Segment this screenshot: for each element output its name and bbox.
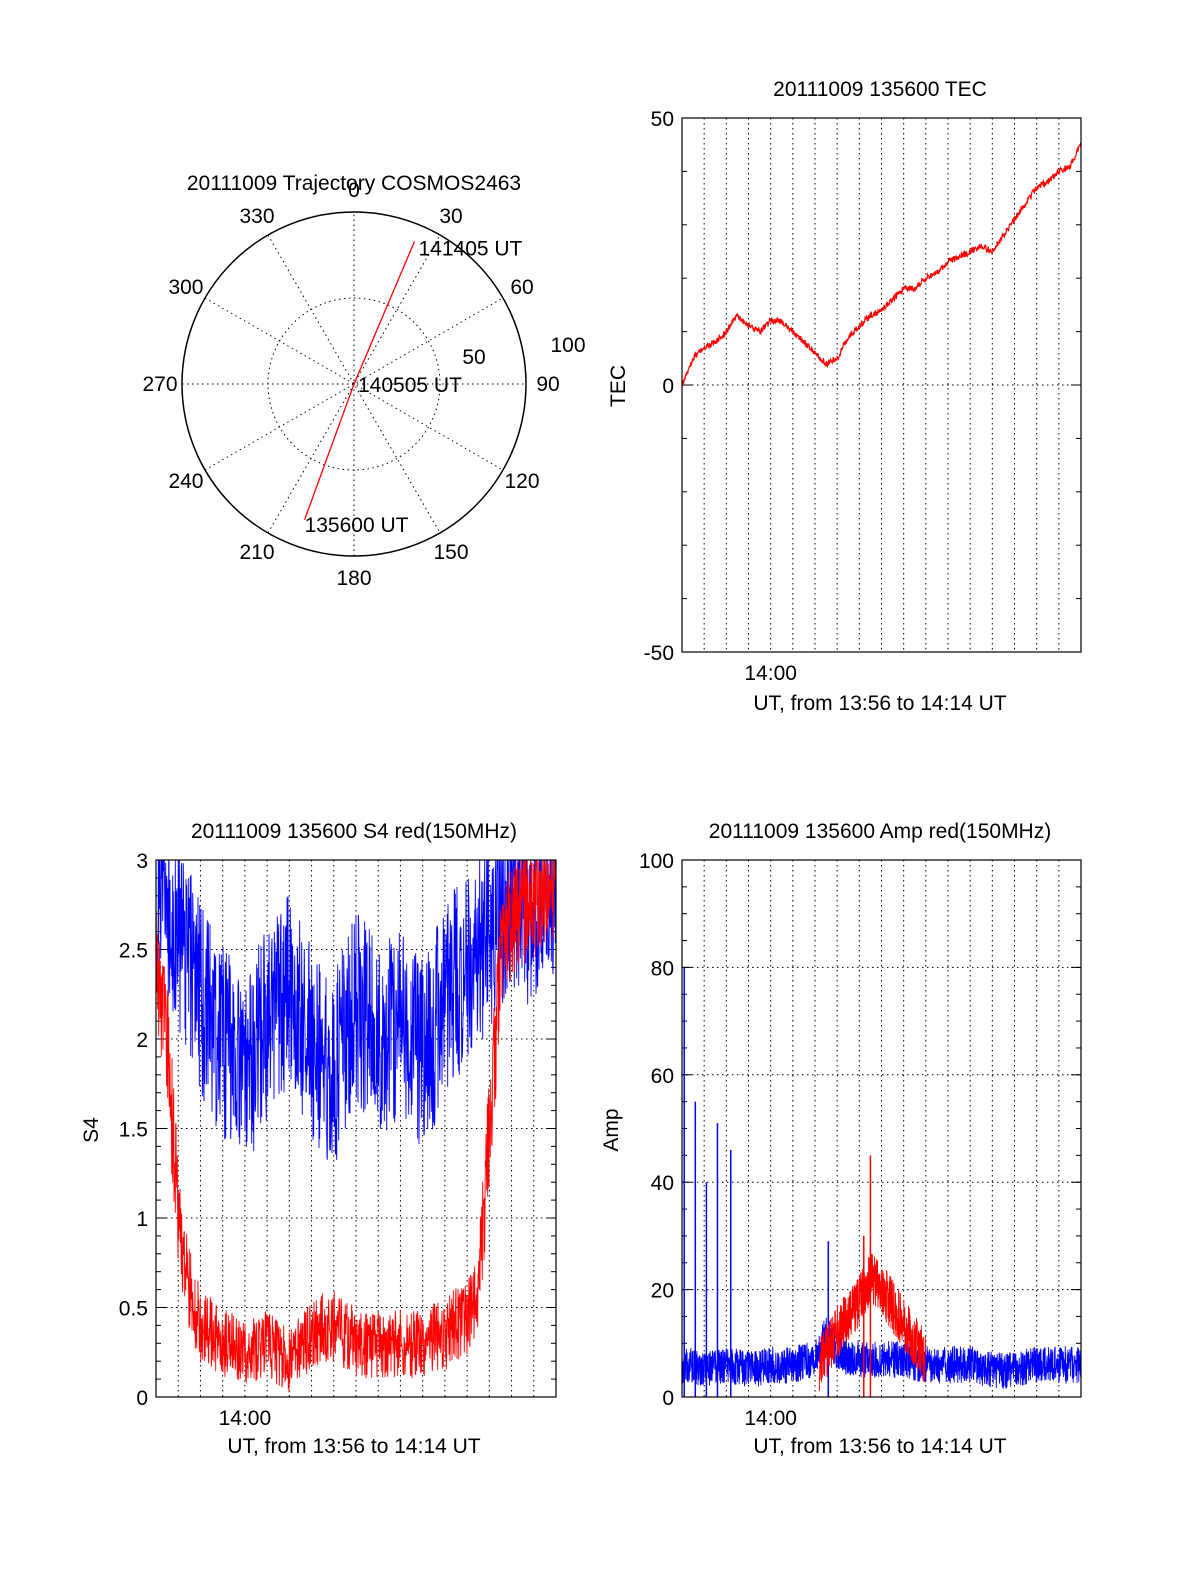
- polar-grid-circle: [267, 297, 441, 471]
- series-line: [155, 859, 557, 1393]
- amp-chart: 20111009 135600 Amp red(150MHz) UT, from…: [600, 820, 1082, 1458]
- y-tick-label: 20: [651, 1280, 674, 1303]
- polar-trajectory-series: 135600 UT 140505 UT 141405 UT: [303, 238, 523, 537]
- polar-trajectory-line: [303, 241, 416, 520]
- x-tick-label: 14:00: [744, 1407, 797, 1430]
- polar-title: 20111009 Trajectory COSMOS2463: [187, 172, 521, 195]
- tec-chart: 20111009 135600 TEC UT, from 13:56 to 14…: [607, 78, 1082, 715]
- y-tick-label: 40: [651, 1172, 674, 1195]
- series-line: [681, 141, 1082, 389]
- y-tick-label: 0: [136, 1387, 148, 1410]
- polar-azimuth-label: 240: [168, 470, 203, 493]
- y-tick-label: 1: [136, 1208, 148, 1231]
- plot-frame: [681, 859, 1082, 1398]
- s4-title: 20111009 135600 S4 red(150MHz): [191, 820, 517, 843]
- y-tick-label: 60: [651, 1065, 674, 1088]
- y-tick-label: 1.5: [119, 1119, 148, 1142]
- y-tick-label: 2.5: [119, 940, 148, 963]
- y-tick-label: 2: [136, 1029, 148, 1052]
- polar-azimuth-label: 30: [439, 205, 462, 228]
- polar-azimuth-label: 180: [336, 567, 371, 590]
- polar-radial-labels: 50 100: [462, 334, 585, 369]
- tec-title: 20111009 135600 TEC: [773, 78, 987, 101]
- polar-radial-label: 100: [550, 334, 585, 357]
- polar-azimuth-label: 0: [348, 179, 360, 202]
- y-tick-label: 0.5: [119, 1298, 148, 1321]
- series-line: [155, 859, 557, 1161]
- polar-time-label: 141405 UT: [418, 238, 522, 261]
- polar-azimuth-label: 330: [239, 205, 274, 228]
- y-tick-label: 100: [639, 850, 674, 873]
- tec-ylabel: TEC: [607, 365, 630, 407]
- polar-azimuth-labels: 0 30 60 90 120 150 180 210 240 270 300 330: [142, 179, 559, 590]
- polar-azimuth-label: 60: [510, 276, 533, 299]
- polar-radial-label: 50: [462, 346, 485, 369]
- x-tick-label: 14:00: [744, 662, 797, 685]
- polar-azimuth-label: 300: [168, 276, 203, 299]
- polar-time-label: 140505 UT: [358, 374, 462, 397]
- polar-azimuth-label: 270: [142, 373, 177, 396]
- polar-azimuth-label: 90: [536, 373, 559, 396]
- y-tick-label: 80: [651, 957, 674, 980]
- tec-xlabel: UT, from 13:56 to 14:14 UT: [753, 692, 1006, 715]
- plot-frame: [681, 117, 1082, 653]
- y-tick-label: 3: [136, 850, 148, 873]
- series-line: [818, 1252, 927, 1392]
- amp-title: 20111009 135600 Amp red(150MHz): [709, 820, 1051, 843]
- y-tick-label: 0: [662, 1387, 674, 1410]
- polar-time-label: 135600 UT: [305, 514, 409, 537]
- polar-azimuth-label: 150: [433, 541, 468, 564]
- polar-grid: [181, 211, 527, 557]
- y-tick-label: 50: [651, 108, 674, 131]
- s4-xlabel: UT, from 13:56 to 14:14 UT: [227, 1435, 480, 1458]
- y-tick-label: 0: [662, 375, 674, 398]
- trajectory-polar-plot: 20111009 Trajectory COSMOS2463 0 30 60 90 12…: [142, 172, 585, 590]
- amp-ylabel: Amp: [600, 1108, 623, 1151]
- x-tick-label: 14:00: [219, 1407, 272, 1430]
- y-tick-label: -50: [644, 642, 674, 665]
- amp-xlabel: UT, from 13:56 to 14:14 UT: [753, 1435, 1006, 1458]
- plot-frame: [155, 859, 557, 1398]
- polar-azimuth-label: 120: [504, 470, 539, 493]
- polar-azimuth-label: 210: [239, 541, 274, 564]
- s4-chart: 20111009 135600 S4 red(150MHz) UT, from …: [80, 820, 557, 1458]
- series-line: [681, 1317, 1082, 1389]
- s4-ylabel: S4: [80, 1117, 103, 1143]
